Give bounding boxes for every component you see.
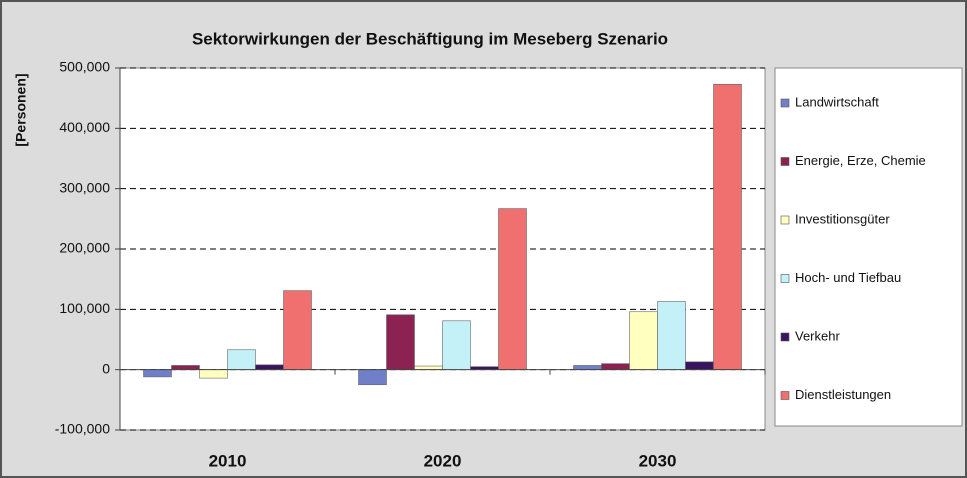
- x-tick-label: 2030: [639, 451, 677, 470]
- y-tick-label: 100,000: [59, 300, 110, 316]
- bar: [171, 365, 200, 370]
- bar: [386, 314, 415, 370]
- y-axis-label: [Personen]: [13, 73, 29, 146]
- x-tick-label: 2020: [424, 451, 462, 470]
- legend-label: Energie, Erze, Chemie: [795, 153, 926, 168]
- legend-swatch: [780, 332, 790, 342]
- bar: [685, 361, 714, 370]
- legend-swatch: [780, 274, 790, 283]
- legend-swatch: [780, 391, 790, 400]
- y-tick-label: 0: [102, 360, 110, 376]
- bar: [657, 301, 686, 370]
- legend-swatch: [780, 98, 790, 108]
- bar: [713, 83, 742, 370]
- bar: [255, 364, 284, 370]
- legend-label: Verkehr: [795, 328, 840, 343]
- bar: [629, 311, 658, 370]
- legend-swatch: [780, 157, 790, 166]
- bar: [414, 365, 443, 370]
- y-tick-label: 400,000: [59, 119, 110, 135]
- legend-swatch: [780, 215, 790, 225]
- bar: [283, 290, 312, 370]
- bar: [442, 320, 471, 370]
- y-tick-label: 500,000: [59, 59, 110, 75]
- bar: [498, 208, 527, 370]
- legend-label: Landwirtschaft: [795, 94, 879, 109]
- legend-label: Investitionsgüter: [795, 211, 890, 226]
- legend-box: [774, 67, 963, 427]
- bar: [199, 369, 228, 379]
- bar: [573, 365, 602, 370]
- y-tick-label: -100,000: [55, 421, 110, 437]
- legend-label: Hoch- und Tiefbau: [795, 270, 901, 285]
- bar: [227, 349, 256, 370]
- y-tick-label: 300,000: [59, 179, 110, 195]
- chart-title: Sektorwirkungen der Beschäftigung im Mes…: [192, 29, 668, 48]
- legend-label: Dienstleistungen: [795, 387, 891, 402]
- x-tick-label: 2010: [209, 451, 247, 470]
- bar: [143, 369, 172, 378]
- bar: [601, 363, 630, 370]
- bar: [358, 369, 387, 386]
- y-tick-label: 200,000: [59, 240, 110, 256]
